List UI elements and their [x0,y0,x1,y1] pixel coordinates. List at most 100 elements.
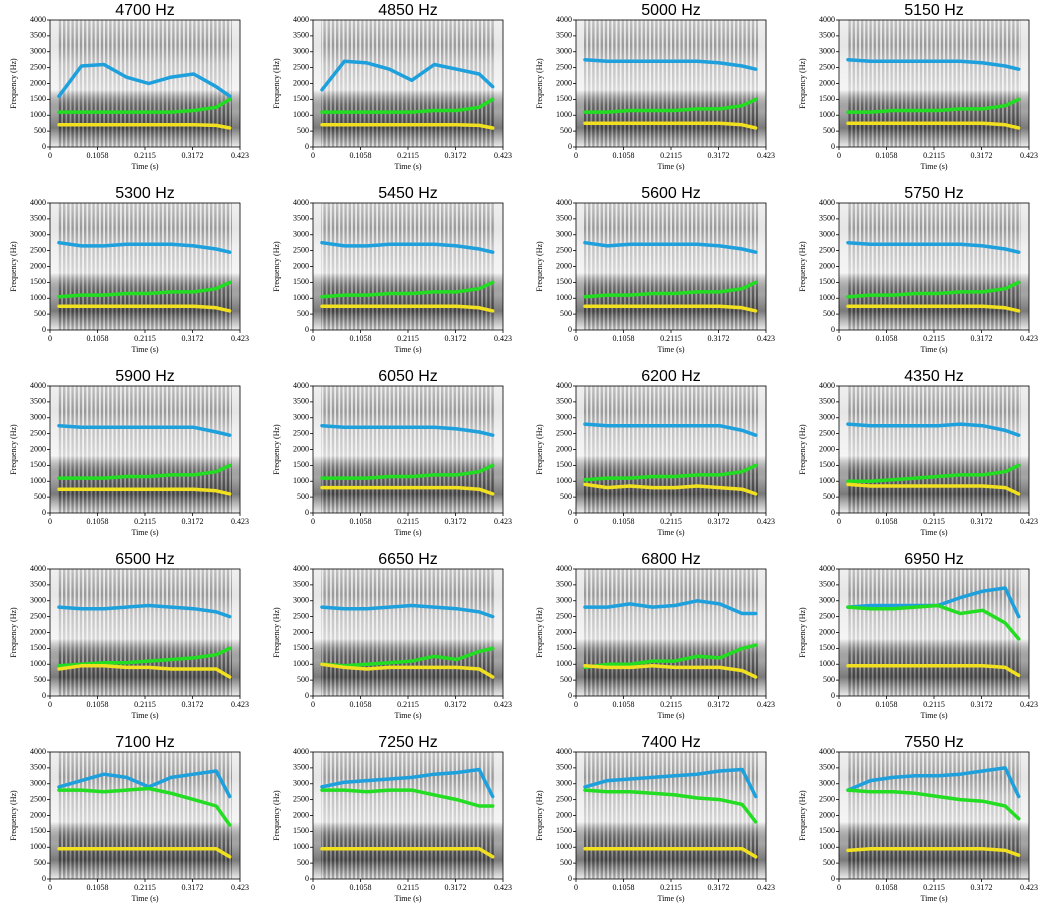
y-tick-label: 1500 [819,826,835,835]
y-tick-label: 2000 [819,261,835,270]
y-tick-label: 2500 [30,611,46,620]
x-tick-label: 0 [48,517,52,526]
y-tick-label: 500 [34,675,46,684]
y-tick-label: 2000 [30,810,46,819]
y-tick-label: 2500 [819,428,835,437]
panel-title: 6500 Hz [115,551,175,568]
y-tick-label: 500 [297,492,309,501]
y-tick-label: 1500 [293,826,309,835]
x-tick-label: 0.3172 [707,517,729,526]
x-tick-label: 0 [311,517,315,526]
y-tick-label: 3000 [30,230,46,239]
x-tick-label: 0 [837,700,841,709]
y-axis-label: Frequency (Hz) [798,241,807,292]
x-axis-label: Time (s) [920,711,947,720]
y-tick-label: 2500 [819,611,835,620]
panel-title: 5150 Hz [904,2,964,19]
x-tick-label: 0.2115 [397,883,419,892]
x-tick-label: 0 [311,883,315,892]
x-tick-label: 0.1058 [613,517,635,526]
x-tick-label: 0 [574,517,578,526]
panel: 5300 HzTime (s)Frequency (Hz)05001000150… [9,185,249,354]
x-tick-label: 0.3172 [181,700,203,709]
x-tick-label: 0 [837,151,841,160]
y-tick-label: 3500 [556,580,572,589]
y-tick-label: 4000 [293,747,309,756]
y-tick-label: 1500 [556,94,572,103]
y-tick-label: 2000 [293,810,309,819]
x-tick-label: 0.1058 [613,151,635,160]
y-tick-label: 1500 [556,277,572,286]
y-tick-label: 3000 [819,47,835,56]
y-tick-label: 2000 [819,78,835,87]
y-tick-label: 3500 [293,31,309,40]
y-tick-label: 3000 [30,596,46,605]
y-tick-label: 500 [823,858,835,867]
y-tick-label: 2500 [819,62,835,71]
y-tick-label: 1500 [293,94,309,103]
y-tick-label: 3500 [30,763,46,772]
y-tick-label: 3000 [30,779,46,788]
spectrogram-bands [839,203,1029,330]
y-tick-label: 3500 [30,31,46,40]
x-axis-label: Time (s) [394,711,421,720]
x-tick-label: 0.2115 [134,517,156,526]
panel: 6200 HzTime (s)Frequency (Hz)05001000150… [535,368,775,537]
y-tick-label: 3000 [30,47,46,56]
y-axis-label: Frequency (Hz) [9,790,18,841]
y-tick-label: 1000 [556,842,572,851]
x-tick-label: 0.2115 [660,883,682,892]
panel: 5450 HzTime (s)Frequency (Hz)05001000150… [272,185,512,354]
panel: 5000 HzTime (s)Frequency (Hz)05001000150… [535,2,775,171]
y-axis-label: Frequency (Hz) [9,241,18,292]
x-tick-label: 0 [837,334,841,343]
x-tick-label: 0.3172 [970,151,992,160]
y-tick-label: 4000 [30,15,46,24]
y-tick-label: 3500 [556,31,572,40]
y-tick-label: 0 [42,508,46,517]
y-axis-label: Frequency (Hz) [535,790,544,841]
x-tick-label: 0.2115 [134,883,156,892]
y-tick-label: 1000 [293,659,309,668]
chart-grid: 4700 Hz Time (s) Frequency (Hz) 0 500 1000 150… [0,0,1052,907]
panel-title: 4700 Hz [115,2,175,19]
y-tick-label: 0 [305,508,309,517]
y-tick-label: 1000 [30,110,46,119]
y-tick-label: 2500 [293,611,309,620]
y-tick-label: 1000 [30,842,46,851]
y-tick-label: 500 [34,126,46,135]
y-tick-label: 0 [831,508,835,517]
x-tick-label: 0.423 [757,334,775,343]
x-tick-label: 0.3172 [181,883,203,892]
x-tick-label: 0.2115 [660,517,682,526]
x-axis-label: Time (s) [657,345,684,354]
y-tick-label: 1500 [30,277,46,286]
x-tick-label: 0 [311,334,315,343]
y-tick-label: 1000 [293,476,309,485]
panel-title: 5900 Hz [115,368,175,385]
y-tick-label: 3500 [293,214,309,223]
y-tick-label: 0 [831,874,835,883]
spectrogram-bands [50,569,240,696]
y-tick-label: 2000 [293,261,309,270]
y-tick-label: 1000 [30,476,46,485]
panel-title: 5450 Hz [378,185,438,202]
x-tick-label: 0.423 [1020,151,1038,160]
panel: 6800 HzTime (s)Frequency (Hz)05001000150… [535,551,775,720]
y-tick-label: 2500 [556,62,572,71]
y-tick-label: 0 [568,874,572,883]
x-tick-label: 0.1058 [350,883,372,892]
x-axis-label: Time (s) [657,162,684,171]
x-tick-label: 0.1058 [87,700,109,709]
x-tick-label: 0.1058 [876,334,898,343]
y-tick-label: 2000 [556,627,572,636]
y-tick-label: 500 [297,858,309,867]
x-tick-label: 0.423 [231,883,249,892]
panel-title: 7550 Hz [904,734,964,751]
x-axis-label: Time (s) [131,528,158,537]
x-tick-label: 0.1058 [350,700,372,709]
panel-title: 6050 Hz [378,368,438,385]
x-tick-label: 0.1058 [876,151,898,160]
